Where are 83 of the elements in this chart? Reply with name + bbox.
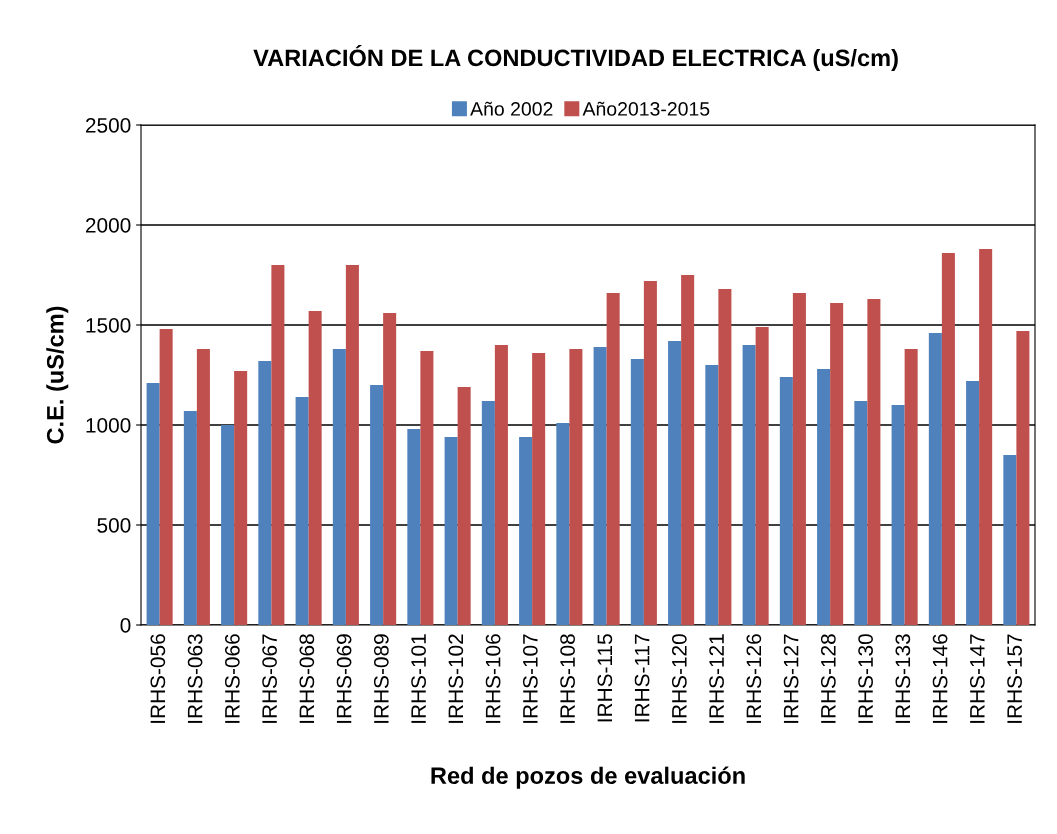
y-tick-label: 0 <box>120 618 131 633</box>
x-tick-label: IRHS-126 <box>746 634 762 723</box>
x-tick-label: IRHS-056 <box>150 634 166 723</box>
bar <box>830 303 844 625</box>
bar <box>606 293 620 625</box>
bar <box>370 385 384 625</box>
bar <box>494 345 508 625</box>
bar <box>891 405 905 625</box>
bar <box>308 311 322 625</box>
bar <box>271 265 285 625</box>
x-tick-label: IRHS-063 <box>187 634 203 723</box>
bar <box>705 365 719 625</box>
x-tick-label: IRHS-101 <box>411 634 426 723</box>
bar <box>183 411 197 625</box>
bar <box>196 349 210 625</box>
bar <box>681 275 695 625</box>
x-tick-label: IRHS-128 <box>820 634 836 723</box>
x-tick-label: IRHS-130 <box>858 634 873 723</box>
x-tick-label: IRHS-089 <box>373 634 389 723</box>
bar <box>941 253 955 625</box>
bar <box>457 387 471 625</box>
x-tick-label: IRHS-157 <box>1007 634 1022 723</box>
bar <box>755 327 769 625</box>
x-tick-label: IRHS-133 <box>895 634 911 723</box>
bar <box>792 293 806 625</box>
x-tick-label: IRHS-069 <box>336 634 352 723</box>
x-tick-label: IRHS-067 <box>262 634 277 723</box>
chart-title: VARIACIÓN DE LA CONDUCTIVIDAD ELECTRICA (uS/cm) <box>253 45 898 71</box>
bar <box>668 341 682 625</box>
y-tick-label: 2500 <box>85 118 131 133</box>
x-tick-label: IRHS-066 <box>224 634 240 723</box>
bar <box>332 349 346 625</box>
x-tick-label: IRHS-107 <box>522 634 538 723</box>
bar <box>817 369 831 625</box>
bar <box>532 353 546 625</box>
x-tick-label: IRHS-120 <box>671 634 687 723</box>
x-axis-title: Red de pozos de evaluación <box>431 766 745 789</box>
bar <box>383 313 397 625</box>
x-tick-label: IRHS-127 <box>783 634 799 723</box>
x-tick-label: IRHS-106 <box>485 634 501 723</box>
legend-label: Año2013-2015 <box>582 101 710 116</box>
bar <box>593 347 607 625</box>
x-tick-label: IRHS-115 <box>597 634 613 722</box>
bar <box>481 401 495 625</box>
x-tick-label: IRHS-068 <box>299 634 315 723</box>
bar <box>630 359 644 625</box>
y-tick-label: 2000 <box>85 218 131 233</box>
bar <box>258 361 272 625</box>
bar <box>146 383 160 625</box>
bar <box>966 381 980 625</box>
bar <box>519 437 533 625</box>
bar <box>345 265 359 625</box>
y-axis-title: C.E. (uS/cm) <box>46 306 69 444</box>
x-tick-label: IRHS-108 <box>560 634 575 723</box>
bar <box>221 425 235 625</box>
bar <box>556 423 570 625</box>
bar <box>742 345 756 625</box>
x-tick-label: IRHS-147 <box>969 634 985 723</box>
bar <box>420 351 434 625</box>
bar <box>854 401 868 625</box>
x-tick-label: IRHS-146 <box>932 634 948 723</box>
bar <box>643 281 657 625</box>
x-tick-label: IRHS-117 <box>634 634 650 722</box>
bar <box>1016 331 1030 625</box>
bar <box>407 429 421 625</box>
y-tick-label: 1000 <box>86 418 131 433</box>
bar <box>159 329 173 625</box>
bar <box>904 349 918 625</box>
bar <box>1003 455 1017 625</box>
x-tick-label: IRHS-121 <box>709 634 724 723</box>
bar <box>928 333 942 625</box>
bar <box>867 299 881 625</box>
bar <box>234 371 248 625</box>
legend-label: Año 2002 <box>470 101 553 116</box>
bar <box>979 249 993 625</box>
bar <box>718 289 732 625</box>
y-tick-label: 500 <box>97 518 131 533</box>
bar <box>569 349 583 625</box>
x-tick-label: IRHS-102 <box>448 634 464 723</box>
bar <box>779 377 793 625</box>
y-tick-label: 1500 <box>86 318 131 333</box>
bar <box>444 437 458 625</box>
bar <box>295 397 309 625</box>
